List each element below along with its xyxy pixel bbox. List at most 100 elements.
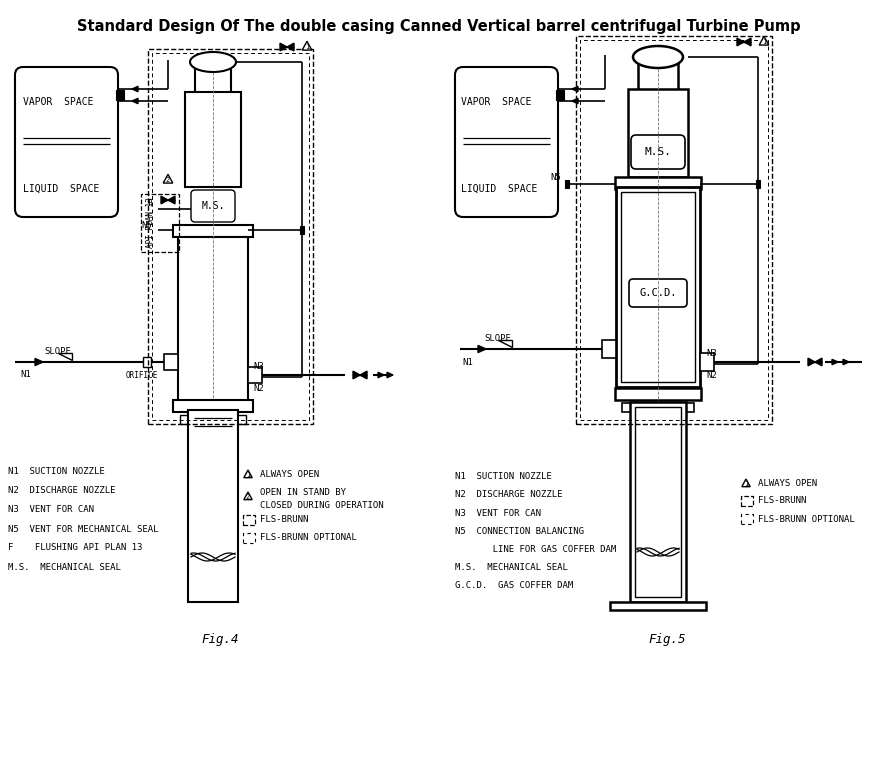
Text: N5  VENT FOR MECHANICAL SEAL: N5 VENT FOR MECHANICAL SEAL xyxy=(8,525,159,534)
Text: FLS-BRUNN: FLS-BRUNN xyxy=(757,497,805,506)
Polygon shape xyxy=(353,371,360,378)
Text: F: F xyxy=(148,200,153,208)
Text: G.C.D.: G.C.D. xyxy=(638,288,676,298)
Bar xyxy=(565,180,568,188)
Bar xyxy=(627,89,688,177)
FancyBboxPatch shape xyxy=(191,190,235,222)
Bar xyxy=(555,90,560,100)
Bar xyxy=(620,192,695,382)
Polygon shape xyxy=(280,43,287,51)
Polygon shape xyxy=(571,98,577,104)
Bar xyxy=(634,407,681,597)
Polygon shape xyxy=(160,196,168,204)
Text: N3  VENT FOR CAN: N3 VENT FOR CAN xyxy=(454,509,540,518)
Polygon shape xyxy=(302,42,311,50)
Text: 2: 2 xyxy=(166,176,170,182)
Text: Fig.4: Fig.4 xyxy=(201,633,239,646)
Text: FLS-BRUNN: FLS-BRUNN xyxy=(260,516,308,525)
Bar xyxy=(148,49,312,424)
Bar xyxy=(188,410,238,602)
Bar xyxy=(560,90,563,100)
Bar xyxy=(195,62,231,97)
Text: SLOPE: SLOPE xyxy=(44,347,71,357)
Bar xyxy=(243,515,254,525)
Text: N2: N2 xyxy=(705,372,716,381)
Text: M.S.  MECHANICAL SEAL: M.S. MECHANICAL SEAL xyxy=(8,562,121,572)
Polygon shape xyxy=(497,340,511,347)
Text: N3  VENT FOR CAN: N3 VENT FOR CAN xyxy=(8,506,94,515)
Text: ORIFICE: ORIFICE xyxy=(126,372,158,381)
Bar xyxy=(740,514,752,524)
Polygon shape xyxy=(842,360,848,365)
Polygon shape xyxy=(736,38,743,46)
Polygon shape xyxy=(814,358,821,366)
Text: M.S.  MECHANICAL SEAL: M.S. MECHANICAL SEAL xyxy=(454,562,567,572)
Text: 1: 1 xyxy=(743,481,747,487)
Polygon shape xyxy=(132,86,138,92)
Bar xyxy=(164,354,178,370)
Text: N3: N3 xyxy=(253,363,263,372)
Bar xyxy=(143,357,151,367)
Text: N2  DISCHARGE NOZZLE: N2 DISCHARGE NOZZLE xyxy=(8,487,116,496)
Text: N3: N3 xyxy=(705,350,716,359)
FancyBboxPatch shape xyxy=(454,67,558,217)
Text: OPEN IN STAND BY: OPEN IN STAND BY xyxy=(260,488,346,497)
Bar xyxy=(173,225,253,237)
Text: G.C.D.  GAS COFFER DAM: G.C.D. GAS COFFER DAM xyxy=(454,581,573,590)
Text: N1  SUCTION NOZZLE: N1 SUCTION NOZZLE xyxy=(8,468,104,476)
Bar xyxy=(141,194,179,252)
Bar xyxy=(178,237,247,402)
Text: LIQUID  SPACE: LIQUID SPACE xyxy=(23,184,99,194)
Text: N5  CONNECTION BALANCING: N5 CONNECTION BALANCING xyxy=(454,527,583,535)
Bar xyxy=(614,177,700,189)
Polygon shape xyxy=(831,360,837,365)
Text: CLOSED DURING OPERATION: CLOSED DURING OPERATION xyxy=(260,500,383,509)
Bar xyxy=(638,57,677,92)
Text: F    FLUSHING API PLAN 13: F FLUSHING API PLAN 13 xyxy=(8,544,142,553)
Text: ALWAYS OPEN: ALWAYS OPEN xyxy=(260,471,318,479)
Text: M.S.: M.S. xyxy=(201,201,225,211)
Text: VAPOR  SPACE: VAPOR SPACE xyxy=(23,97,93,107)
Text: LIQUID  SPACE: LIQUID SPACE xyxy=(460,184,537,194)
Polygon shape xyxy=(387,372,393,378)
Bar xyxy=(120,90,124,100)
Polygon shape xyxy=(244,470,252,478)
Bar xyxy=(616,187,699,387)
Bar xyxy=(575,36,771,424)
Text: 1: 1 xyxy=(246,472,250,478)
Polygon shape xyxy=(58,353,72,360)
Text: M.S.: M.S. xyxy=(644,147,671,157)
Polygon shape xyxy=(741,479,749,487)
Polygon shape xyxy=(168,196,175,204)
Text: N5: N5 xyxy=(141,220,152,229)
FancyBboxPatch shape xyxy=(631,135,684,169)
Bar xyxy=(247,367,261,383)
Text: N1  SUCTION NOZZLE: N1 SUCTION NOZZLE xyxy=(454,472,551,481)
Text: Standard Design Of The double casing Canned Vertical barrel centrifugal Turbine : Standard Design Of The double casing Can… xyxy=(77,20,800,35)
Ellipse shape xyxy=(189,52,236,72)
Bar xyxy=(180,415,246,424)
Polygon shape xyxy=(378,372,383,378)
Bar xyxy=(610,602,705,610)
Text: 2: 2 xyxy=(246,494,250,500)
Text: VAPOR  SPACE: VAPOR SPACE xyxy=(460,97,531,107)
Bar xyxy=(740,496,752,506)
Polygon shape xyxy=(571,86,577,92)
Polygon shape xyxy=(743,38,750,46)
Bar xyxy=(243,533,254,543)
Polygon shape xyxy=(360,371,367,378)
Polygon shape xyxy=(477,345,486,353)
Text: SLOPE: SLOPE xyxy=(483,335,510,344)
Bar xyxy=(621,192,693,201)
Polygon shape xyxy=(244,492,252,500)
Polygon shape xyxy=(132,98,138,104)
Polygon shape xyxy=(287,43,294,51)
Bar xyxy=(614,388,700,400)
Bar xyxy=(630,402,685,602)
Bar xyxy=(180,240,246,249)
Text: Fig.5: Fig.5 xyxy=(647,633,685,646)
Bar xyxy=(152,53,309,420)
Text: N2  DISCHARGE NOZZLE: N2 DISCHARGE NOZZLE xyxy=(454,491,562,500)
Text: LINE FOR GAS COFFER DAM: LINE FOR GAS COFFER DAM xyxy=(454,544,616,553)
Text: FLS-BRUNN OPTIONAL: FLS-BRUNN OPTIONAL xyxy=(757,515,854,524)
